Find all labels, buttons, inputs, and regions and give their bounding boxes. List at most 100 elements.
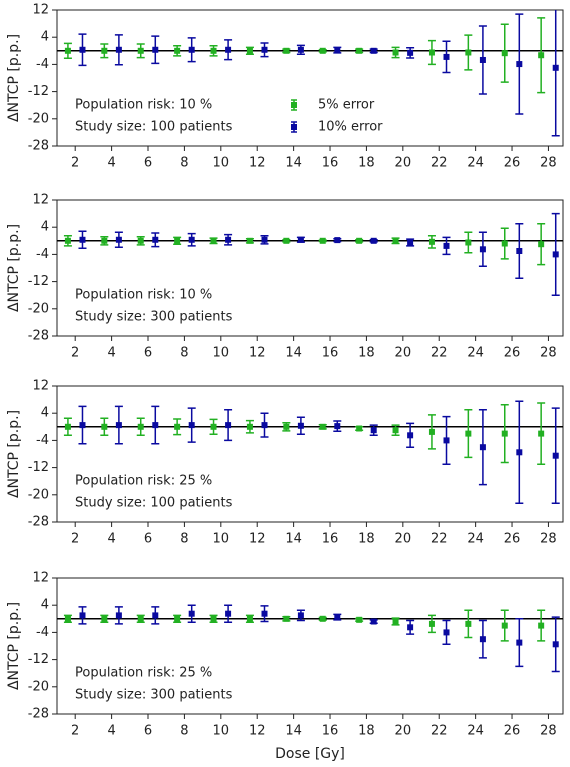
x-tick-label: 20 [395, 724, 412, 739]
x-tick-label: 22 [431, 724, 448, 739]
y-tick-label: 12 [32, 379, 49, 394]
data-point [538, 430, 545, 437]
x-tick-label: 28 [540, 724, 557, 739]
data-point [465, 49, 472, 56]
y-tick-label: -20 [28, 111, 49, 126]
x-tick-label: 10 [213, 724, 230, 739]
data-point [465, 430, 472, 437]
data-point [246, 615, 253, 622]
y-tick-label: -4 [36, 433, 49, 448]
data-point [370, 427, 377, 434]
y-axis-label: ΔNTCP [p.p.] [6, 410, 22, 498]
data-point [115, 612, 122, 619]
data-point [428, 238, 435, 245]
x-tick-label: 22 [431, 346, 448, 361]
data-point [479, 636, 486, 643]
legend-marker [291, 102, 297, 108]
x-tick-label: 14 [285, 532, 302, 547]
annotation: Study size: 100 patients [75, 120, 233, 135]
annotation: Population risk: 25 % [75, 474, 212, 489]
data-point [428, 49, 435, 56]
legend-label: 10% error [318, 120, 383, 135]
data-point [137, 615, 144, 622]
data-point [64, 237, 71, 244]
data-point [79, 46, 86, 53]
x-tick-label: 4 [107, 156, 115, 171]
data-point [297, 236, 304, 243]
y-tick-label: -12 [28, 652, 49, 667]
data-point [443, 629, 450, 636]
y-tick-label: -28 [28, 707, 49, 722]
data-point [516, 639, 523, 646]
x-axis-label: Dose [Gy] [275, 746, 345, 762]
data-point [479, 56, 486, 63]
x-tick-label: 20 [395, 532, 412, 547]
x-tick-label: 26 [504, 156, 521, 171]
annotation: Study size: 100 patients [75, 496, 233, 511]
y-tick-label: 4 [41, 30, 49, 45]
data-point [516, 248, 523, 254]
data-point [428, 428, 435, 435]
panel: 124-4-12-20-282 4 6 8 10 12 14 16 18 20 22 24 26 28ΔN… [6, 571, 564, 762]
x-tick-label: 18 [358, 724, 375, 739]
y-tick-label: -12 [28, 274, 49, 289]
annotation: Population risk: 25 % [75, 666, 212, 681]
data-point [261, 610, 268, 617]
x-tick-label: 12 [249, 156, 266, 171]
x-tick-label: 24 [467, 532, 484, 547]
data-point [188, 422, 195, 429]
data-point [137, 47, 144, 54]
y-tick-label: -4 [36, 57, 49, 72]
y-tick-label: -28 [28, 515, 49, 530]
plot-area [63, 212, 560, 296]
data-point [392, 618, 399, 625]
data-point [538, 241, 545, 248]
y-tick-label: -28 [28, 139, 49, 154]
data-point [174, 615, 181, 622]
x-tick-label: 26 [504, 346, 521, 361]
x-tick-label: 22 [431, 532, 448, 547]
data-point [225, 46, 232, 53]
data-point [356, 425, 363, 432]
x-tick-label: 18 [358, 346, 375, 361]
x-tick-label: 14 [285, 724, 302, 739]
x-tick-label: 14 [285, 346, 302, 361]
x-tick-label: 10 [213, 532, 230, 547]
data-point [225, 422, 232, 429]
x-tick-label: 12 [249, 532, 266, 547]
y-tick-label: -4 [36, 625, 49, 640]
data-point [210, 615, 217, 622]
x-tick-label: 24 [467, 156, 484, 171]
data-point [210, 47, 217, 54]
data-point [407, 432, 414, 439]
x-tick-label: 6 [144, 156, 152, 171]
data-point [319, 47, 326, 54]
panel: 124-4-12-20-282 4 6 8 10 12 14 16 18 20 22 24 26 28ΔN… [6, 193, 564, 361]
x-tick-label: 10 [213, 346, 230, 361]
data-point [501, 50, 508, 57]
annotation: Population risk: 10 % [75, 98, 212, 113]
data-point [407, 624, 414, 631]
x-tick-label: 16 [322, 156, 339, 171]
data-point [501, 622, 508, 629]
x-tick-label: 12 [249, 724, 266, 739]
data-point [428, 620, 435, 627]
data-point [101, 237, 108, 244]
y-tick-label: 4 [41, 598, 49, 613]
data-point [319, 237, 326, 244]
data-point [501, 430, 508, 437]
data-point [334, 237, 341, 244]
y-tick-label: -20 [28, 487, 49, 502]
y-tick-label: -28 [28, 329, 49, 344]
data-point [137, 423, 144, 430]
data-point [552, 641, 559, 648]
data-point [552, 64, 559, 71]
x-tick-label: 28 [540, 156, 557, 171]
x-tick-label: 12 [249, 346, 266, 361]
data-point [356, 616, 363, 623]
data-point [246, 423, 253, 430]
x-tick-label: 18 [358, 532, 375, 547]
y-tick-label: 12 [32, 571, 49, 586]
data-point [152, 422, 159, 429]
data-point [174, 47, 181, 54]
